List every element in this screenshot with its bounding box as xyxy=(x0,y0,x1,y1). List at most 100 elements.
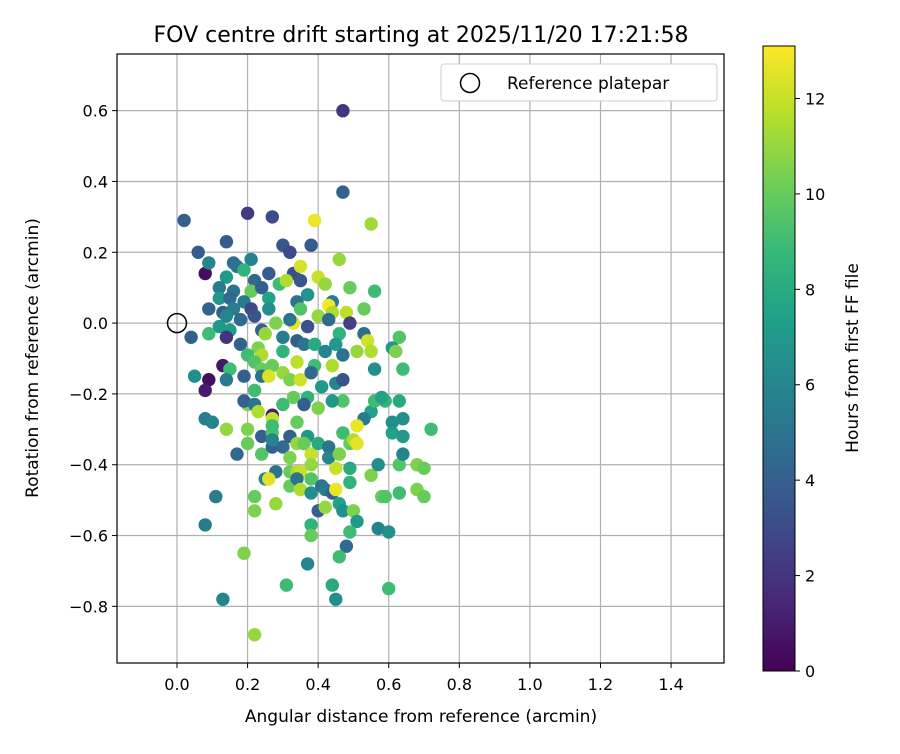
data-point xyxy=(219,422,234,436)
y-tick-label: −0.8 xyxy=(69,597,108,616)
data-point xyxy=(276,397,290,412)
data-point xyxy=(255,281,269,295)
data-point xyxy=(392,458,406,472)
colorbar-ticks: 0 2 4 6 8 10 12 xyxy=(795,89,825,681)
data-point xyxy=(322,312,336,327)
data-point xyxy=(325,394,339,408)
data-point xyxy=(216,592,230,606)
data-point xyxy=(382,525,396,539)
data-point xyxy=(396,447,410,461)
data-point xyxy=(350,344,364,359)
colorbar-tick-label: 6 xyxy=(805,376,815,395)
data-point xyxy=(343,316,357,330)
x-axis-ticks: 0.0 0.2 0.4 0.6 0.8 1.0 1.2 1.4 xyxy=(164,663,684,694)
x-tick-label: 0.4 xyxy=(305,675,330,694)
data-point xyxy=(279,273,294,288)
data-point xyxy=(396,429,410,444)
data-point xyxy=(202,327,216,341)
data-point xyxy=(276,344,290,359)
colorbar-tick-label: 8 xyxy=(805,280,815,299)
colorbar-label: Hours from first FF file xyxy=(843,263,863,453)
data-point xyxy=(382,581,396,596)
data-point xyxy=(336,504,350,518)
x-tick-label: 0.8 xyxy=(447,675,472,694)
data-point xyxy=(297,337,311,351)
data-point xyxy=(283,245,297,259)
data-point xyxy=(336,426,350,440)
colorbar-tick-label: 0 xyxy=(805,662,815,681)
data-point xyxy=(293,273,308,288)
legend: Reference platepar xyxy=(440,63,718,102)
data-point xyxy=(258,327,272,341)
data-point xyxy=(219,270,234,284)
data-point xyxy=(237,263,251,277)
data-point xyxy=(392,394,406,408)
data-point xyxy=(343,475,357,490)
data-point xyxy=(350,514,364,529)
legend-box xyxy=(440,63,718,102)
data-point xyxy=(184,330,198,344)
data-point xyxy=(223,291,237,305)
data-point xyxy=(286,390,301,405)
colorbar xyxy=(762,45,796,672)
data-point xyxy=(265,358,279,373)
data-point xyxy=(367,362,382,376)
y-tick-label: 0.0 xyxy=(83,314,108,333)
data-point xyxy=(283,373,297,387)
data-point xyxy=(233,337,248,351)
reference-platepar-marker xyxy=(166,312,188,334)
data-point xyxy=(364,344,378,359)
data-point xyxy=(307,213,322,228)
data-point xyxy=(255,429,269,444)
data-point xyxy=(240,422,255,436)
data-point xyxy=(343,281,357,295)
data-point xyxy=(283,450,297,465)
data-point xyxy=(336,394,350,408)
data-point xyxy=(304,238,318,252)
data-point xyxy=(293,373,308,387)
data-point xyxy=(237,369,251,383)
data-point xyxy=(276,440,290,454)
y-tick-label: −0.2 xyxy=(69,385,108,404)
data-point xyxy=(336,185,350,199)
data-point xyxy=(339,305,354,320)
data-point xyxy=(304,447,318,461)
data-point xyxy=(304,518,318,532)
data-point xyxy=(279,578,294,592)
data-point xyxy=(237,546,251,560)
data-point xyxy=(191,245,205,259)
data-point xyxy=(392,486,406,500)
data-point xyxy=(322,450,336,465)
data-point xyxy=(283,312,297,327)
data-point xyxy=(212,319,226,334)
data-points xyxy=(177,104,438,642)
data-point xyxy=(346,504,361,518)
data-point xyxy=(318,344,332,359)
x-tick-label: 1.0 xyxy=(517,675,542,694)
data-point xyxy=(202,256,216,270)
data-point xyxy=(202,302,216,316)
data-point xyxy=(336,348,350,362)
data-point xyxy=(385,415,399,429)
data-point xyxy=(251,404,265,419)
data-point xyxy=(209,489,223,504)
data-point xyxy=(177,213,191,228)
data-point xyxy=(378,489,392,504)
data-point xyxy=(367,284,382,298)
x-tick-label: 0.0 xyxy=(164,675,189,694)
data-point xyxy=(311,436,325,451)
plot-frame xyxy=(116,53,725,664)
data-point xyxy=(202,373,216,387)
data-point xyxy=(198,266,212,281)
data-point xyxy=(332,252,346,267)
data-point xyxy=(262,302,276,316)
data-point xyxy=(205,415,219,429)
data-point xyxy=(219,330,234,344)
data-point xyxy=(233,312,248,327)
data-point xyxy=(332,447,346,461)
data-point xyxy=(329,482,343,497)
data-point xyxy=(198,383,212,398)
data-point xyxy=(371,458,385,472)
data-point xyxy=(219,373,234,387)
